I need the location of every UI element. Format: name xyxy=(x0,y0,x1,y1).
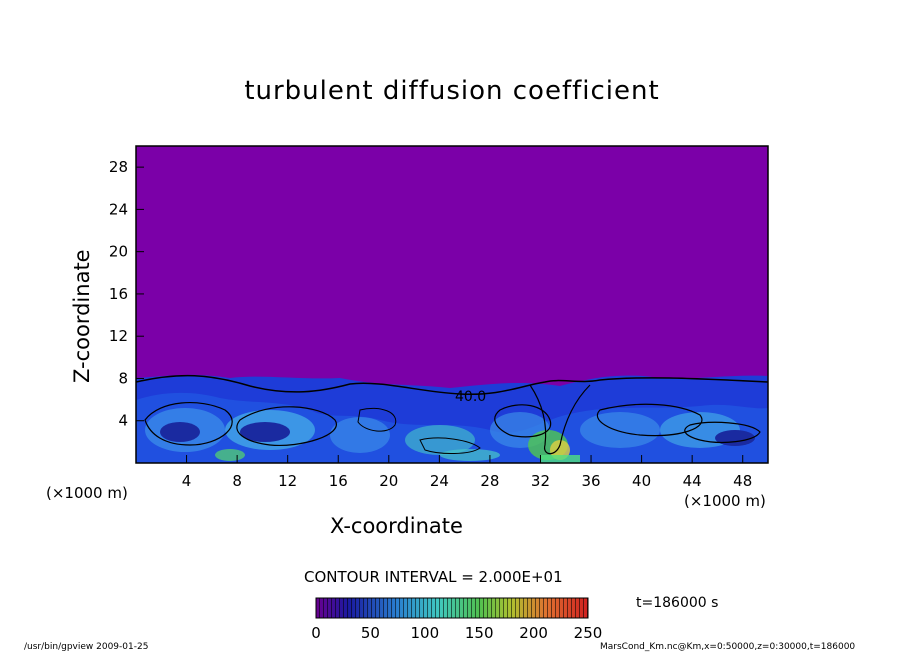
colorbar-tick-label: 250 xyxy=(573,624,603,642)
x-tick-label: 40 xyxy=(632,472,651,490)
footer-left: /usr/bin/gpview 2009-01-25 xyxy=(24,642,149,652)
x-tick-label: 48 xyxy=(733,472,752,490)
chart-title: turbulent diffusion coefficient xyxy=(244,76,660,106)
x-tick-label: 20 xyxy=(379,472,398,490)
y-tick-label: 20 xyxy=(109,243,128,261)
colorbar-tick-label: 100 xyxy=(410,624,440,642)
y-axis-label: Z-coordinate xyxy=(70,249,94,383)
x-axis-ticks: 4 8 12 16 20 24 28 32 36 40 44 48 xyxy=(182,455,752,490)
y-tick-label: 12 xyxy=(109,327,128,345)
y-tick-label: 4 xyxy=(118,412,128,430)
x-tick-label: 24 xyxy=(430,472,449,490)
y-tick-label: 28 xyxy=(109,158,128,176)
colorbar-tick-label: 0 xyxy=(311,624,321,642)
footer-right: MarsCond_Km.nc@Km,x=0:50000,z=0:30000,t=… xyxy=(600,642,856,652)
mixed-layer xyxy=(136,374,768,463)
x-tick-label: 32 xyxy=(531,472,550,490)
x-tick-label: 36 xyxy=(581,472,600,490)
colorbar-tick-label: 50 xyxy=(360,624,380,642)
y-axis-ticks: 4 8 12 16 20 24 28 xyxy=(109,158,144,430)
y-tick-label: 16 xyxy=(109,285,128,303)
x-tick-label: 44 xyxy=(683,472,702,490)
x-tick-label: 12 xyxy=(278,472,297,490)
colorbar-tick-label: 150 xyxy=(464,624,494,642)
colorbar-frame xyxy=(315,597,589,619)
colorbar-tick-label: 200 xyxy=(519,624,548,642)
x-tick-label: 8 xyxy=(232,472,242,490)
x-tick-label: 28 xyxy=(480,472,499,490)
contour-interval: CONTOUR INTERVAL = 2.000E+01 xyxy=(304,568,563,586)
x-unit-right: (×1000 m) xyxy=(684,492,766,510)
x-axis-label: X-coordinate xyxy=(330,514,463,538)
colorbar-stripes xyxy=(316,598,588,618)
x-unit-left: (×1000 m) xyxy=(46,484,128,502)
plot-frame xyxy=(135,145,769,464)
y-tick-label: 8 xyxy=(118,369,128,387)
contour-label: 40.0 xyxy=(455,389,486,405)
time-label: t=186000 s xyxy=(636,595,719,611)
y-tick-label: 24 xyxy=(109,200,128,218)
x-tick-label: 4 xyxy=(182,472,192,490)
x-tick-label: 16 xyxy=(329,472,348,490)
